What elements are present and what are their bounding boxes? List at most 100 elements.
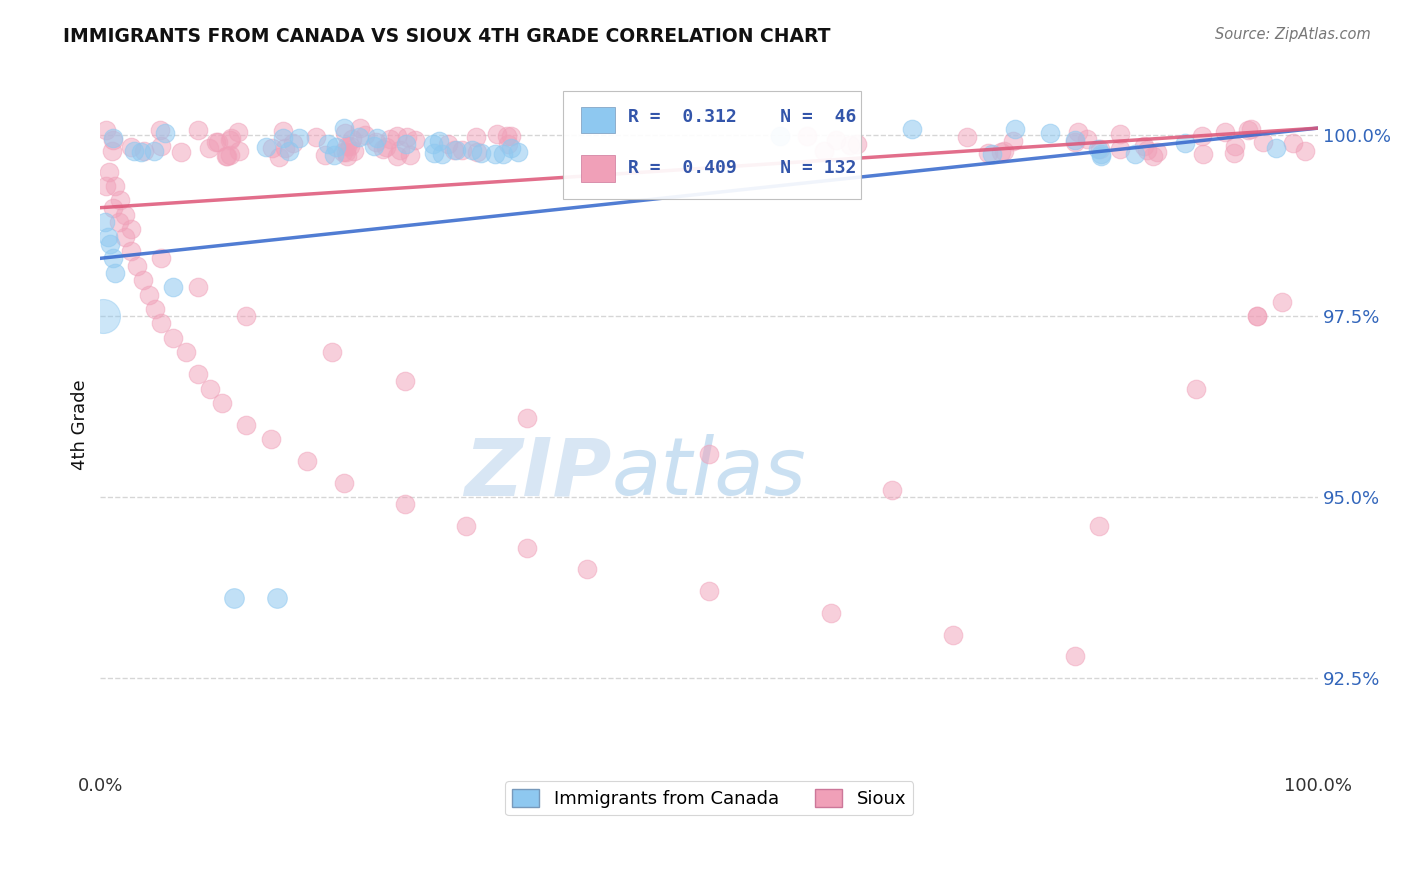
Point [162,280,184,294]
Point [388,143,411,157]
Point [354,128,377,142]
Point [366,135,388,149]
Point [1225,139,1247,153]
Point [114,208,136,222]
Point [981,147,1004,161]
Point [1246,310,1268,324]
Point [880,483,903,497]
Point [153,126,176,140]
Point [1223,145,1246,160]
Point [1264,141,1286,155]
Point [901,121,924,136]
Point [423,146,446,161]
Point [323,148,346,162]
Point [380,132,402,146]
Point [207,135,229,149]
Point [149,123,172,137]
Point [288,131,311,145]
Point [1002,134,1025,148]
Bar [581,107,616,133]
Point [385,128,408,143]
Point [349,121,371,136]
Point [990,145,1012,159]
Point [485,127,508,141]
Point [260,141,283,155]
Point [305,130,328,145]
Point [120,244,142,259]
Point [404,133,426,147]
Point [1282,136,1305,150]
Point [1133,138,1156,153]
Point [769,128,792,143]
Point [162,331,184,345]
Point [101,133,124,147]
Point [1108,127,1130,141]
Point [956,130,979,145]
Point [104,266,127,280]
Point [1088,519,1111,533]
Point [333,126,356,140]
Point [97,164,120,178]
Point [1191,146,1213,161]
Point [516,410,538,425]
Point [138,287,160,301]
Point [143,301,166,316]
Point [228,144,250,158]
Point [430,146,453,161]
Point [454,519,477,533]
Point [484,147,506,161]
Text: Source: ZipAtlas.com: Source: ZipAtlas.com [1215,27,1371,42]
Point [846,136,869,151]
Point [366,130,388,145]
Point [215,149,238,163]
Point [218,148,240,162]
Point [576,562,599,576]
Point [325,139,347,153]
Point [97,229,120,244]
Point [1088,142,1111,156]
Point [460,143,482,157]
Point [993,144,1015,158]
Point [187,122,209,136]
Point [198,382,221,396]
Point [198,141,221,155]
Point [444,143,467,157]
Point [347,129,370,144]
Point [321,345,343,359]
Point [211,396,233,410]
Point [385,149,408,163]
Point [942,627,965,641]
Point [101,201,124,215]
Point [343,144,366,158]
Point [1185,382,1208,396]
Point [1146,145,1168,159]
Point [150,139,173,153]
Point [205,135,228,149]
Point [496,136,519,151]
Point [221,131,243,145]
Point [1142,149,1164,163]
Point [235,310,257,324]
Point [1064,135,1087,149]
Point [1090,149,1112,163]
Point [174,345,197,359]
Point [1063,132,1085,146]
Point [314,148,336,162]
Point [492,147,515,161]
Point [465,145,488,159]
Point [108,194,131,208]
Point [271,130,294,145]
Point [281,136,304,150]
Point [427,134,450,148]
Point [333,121,356,136]
Point [266,591,288,606]
Point [332,145,354,159]
Point [335,145,357,159]
Legend: Immigrants from Canada, Sioux: Immigrants from Canada, Sioux [505,781,914,815]
Point [98,236,121,251]
Point [267,150,290,164]
Point [94,123,117,137]
Point [101,144,124,158]
Point [1191,128,1213,143]
Point [1239,122,1261,136]
